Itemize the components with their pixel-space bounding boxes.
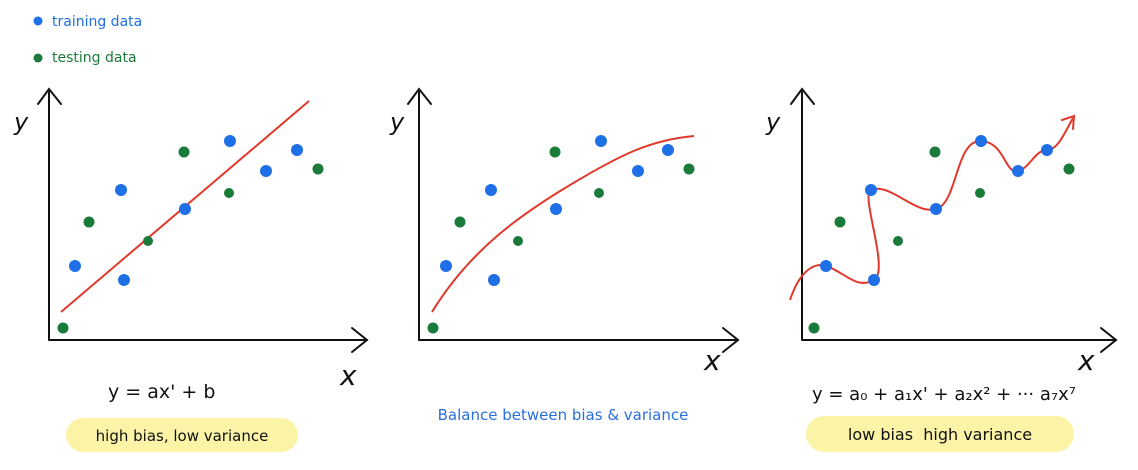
testing-point: [513, 236, 523, 246]
panel-balanced-caption: Balance between bias & variance: [438, 406, 689, 424]
training-point: [488, 274, 500, 286]
panel-underfit: y x y = ax' + b high bias, low variance: [13, 87, 369, 452]
training-point: [440, 260, 452, 272]
training-point: [1041, 144, 1053, 156]
training-point: [179, 203, 191, 215]
training-point: [1012, 165, 1024, 177]
panel-balanced-axes: [407, 87, 740, 353]
testing-point: [549, 146, 561, 158]
training-point: [662, 144, 674, 156]
testing-point: [178, 146, 190, 158]
testing-legend-label: testing data: [52, 50, 137, 66]
training-point: [291, 144, 303, 156]
curve-fit-line: [431, 135, 695, 313]
testing-point: [975, 188, 985, 198]
panel-overfit-points: [808, 135, 1075, 334]
training-point: [632, 165, 644, 177]
y-axis-arrow: [790, 87, 815, 105]
testing-point: [312, 163, 324, 175]
panel-overfit: y x y = a₀ + a₁x' + a₂x² + ··· a₇x⁷ low …: [765, 87, 1118, 452]
training-point: [550, 203, 562, 215]
testing-point: [143, 236, 153, 246]
training-point: [820, 260, 832, 272]
x-axis-arrow: [1100, 327, 1118, 353]
x-axis-label: x: [703, 344, 721, 377]
panel-balanced-points: [427, 135, 695, 334]
training-legend-label: training data: [52, 14, 142, 30]
testing-point: [454, 216, 466, 228]
testing-point: [224, 188, 234, 198]
y-axis-label: y: [389, 108, 405, 136]
training-point: [868, 274, 880, 286]
training-point: [260, 165, 272, 177]
x-axis-label: x: [1077, 344, 1095, 377]
panel-overfit-equation: y = a₀ + a₁x' + a₂x² + ··· a₇x⁷: [812, 384, 1076, 405]
panel-underfit-points: [57, 135, 324, 334]
training-legend-marker: [33, 16, 43, 26]
polynomial-fit-arrowhead: [1061, 114, 1076, 130]
panel-overfit-caption-highlight: [806, 416, 1074, 452]
training-point: [930, 203, 942, 215]
panel-underfit-caption-highlight: [66, 418, 298, 452]
testing-point: [893, 236, 903, 246]
training-point: [69, 260, 81, 272]
legend: training data testing data: [33, 14, 142, 66]
y-axis-label: y: [765, 108, 781, 136]
testing-point: [834, 216, 846, 228]
testing-point: [57, 322, 69, 334]
x-axis-arrow: [722, 327, 740, 353]
training-point: [485, 184, 497, 196]
testing-point: [594, 188, 604, 198]
testing-point: [683, 163, 695, 175]
training-point: [224, 135, 236, 147]
testing-legend-marker: [33, 53, 43, 63]
y-axis-arrow: [37, 87, 62, 105]
panel-overfit-axes: [790, 87, 1118, 353]
panel-underfit-caption: high bias, low variance: [96, 427, 269, 445]
panel-overfit-caption: low bias high variance: [848, 425, 1032, 444]
y-axis-label: y: [13, 108, 29, 136]
training-point: [865, 184, 877, 196]
testing-point: [427, 322, 439, 334]
panel-underfit-axes: [37, 87, 369, 353]
training-point: [975, 135, 987, 147]
panel-balanced: y x Balance between bias & variance: [389, 87, 740, 424]
testing-point: [83, 216, 95, 228]
training-point: [115, 184, 127, 196]
x-axis-label: x: [339, 359, 357, 392]
testing-point: [929, 146, 941, 158]
y-axis-arrow: [407, 87, 432, 105]
training-point: [118, 274, 130, 286]
testing-point: [808, 322, 820, 334]
panel-underfit-equation: y = ax' + b: [108, 381, 215, 403]
testing-point: [1063, 163, 1075, 175]
x-axis-arrow: [351, 327, 369, 353]
training-point: [595, 135, 607, 147]
